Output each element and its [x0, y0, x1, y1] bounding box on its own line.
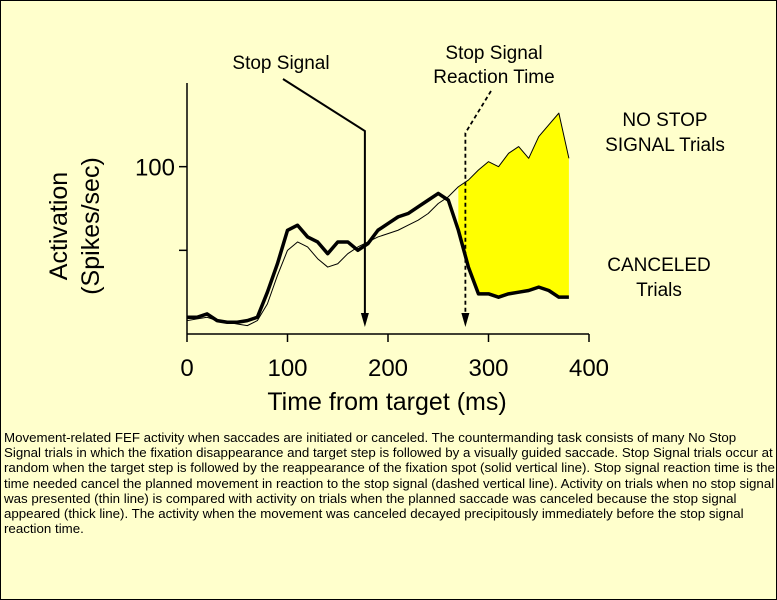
stop-signal-arrowhead [360, 313, 369, 327]
marker-layer [282, 78, 492, 327]
ssrt-label-line2: Reaction Time [433, 67, 554, 88]
no-stop-annotation-line1: NO STOP [622, 110, 707, 131]
stop-signal-label: Stop Signal [232, 53, 329, 74]
difference-fill-layer [458, 113, 569, 298]
x-tick-label-200: 200 [368, 355, 408, 382]
ssrt-label-line1: Stop Signal [445, 43, 542, 64]
canceled-annotation-line2: Trials [636, 280, 682, 301]
no-stop-signal-trials-line [186, 112, 570, 327]
activity-chart: 0 100 200 300 400 100 Activation (Spikes/sec)… [45, 43, 725, 416]
ssrt-marker-line [464, 90, 492, 319]
x-tick-label-400: 400 [569, 355, 609, 382]
stop-signal-marker-line [282, 78, 366, 319]
axes-layer: 0 100 200 300 400 100 [135, 83, 609, 382]
no-stop-annotation-line2: SIGNAL Trials [605, 135, 725, 156]
canceled-trials-line [187, 191, 569, 325]
x-tick-label-0: 0 [180, 355, 193, 382]
y-axis-label-line1: Activation [45, 172, 73, 280]
ssrt-arrowhead [461, 313, 470, 327]
figure-caption: Movement-related FEF activity when sacca… [4, 430, 775, 537]
x-tick-label-300: 300 [468, 355, 508, 382]
x-axis-label: Time from target (ms) [267, 388, 506, 416]
difference-fill-area [458, 113, 569, 298]
y-axis-label-line2: (Spikes/sec) [77, 157, 105, 295]
canceled-annotation-line1: CANCELED [607, 255, 710, 276]
y-tick-label-100: 100 [135, 155, 175, 182]
series-layer [186, 112, 570, 327]
x-tick-label-100: 100 [267, 355, 307, 382]
